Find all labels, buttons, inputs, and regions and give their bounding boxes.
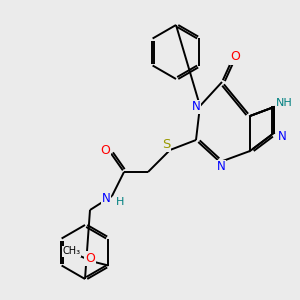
Text: O: O xyxy=(230,50,240,64)
Text: NH: NH xyxy=(276,98,292,108)
Text: O: O xyxy=(100,143,110,157)
Text: N: N xyxy=(192,100,200,113)
Text: N: N xyxy=(217,160,225,173)
Text: O: O xyxy=(85,252,95,265)
Text: H: H xyxy=(116,197,124,207)
Text: CH₃: CH₃ xyxy=(62,247,80,256)
Text: N: N xyxy=(102,193,110,206)
Text: S: S xyxy=(162,137,170,151)
Text: N: N xyxy=(278,130,286,142)
